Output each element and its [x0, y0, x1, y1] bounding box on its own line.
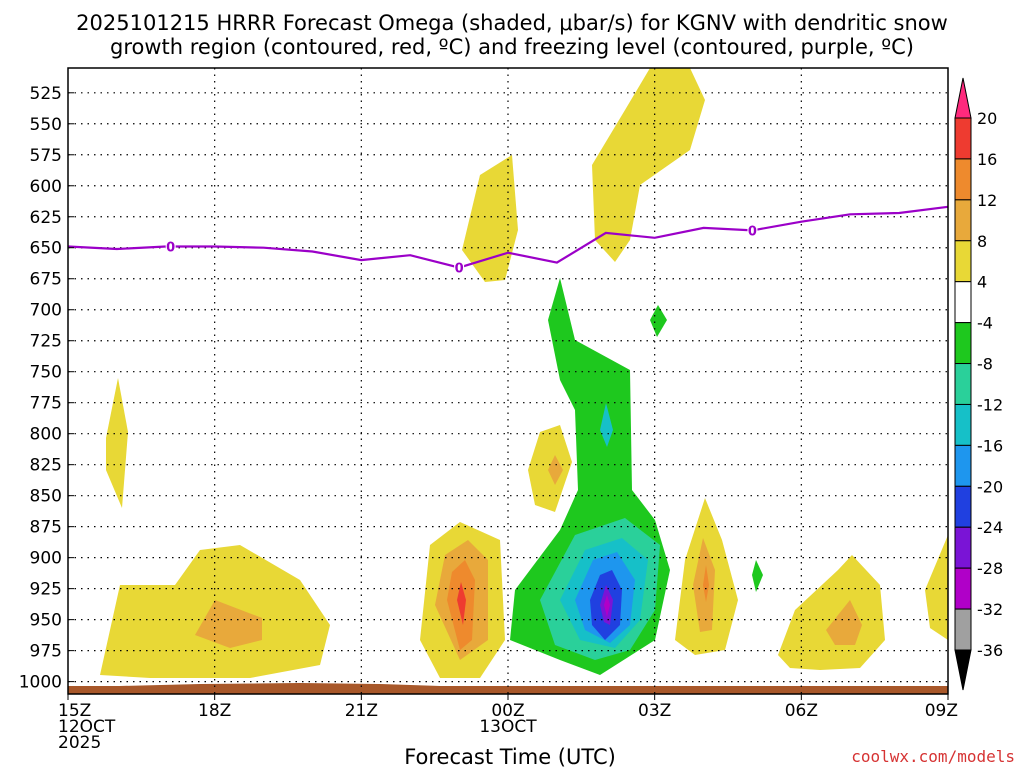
- y-tick-label: 700: [30, 301, 62, 321]
- omega-shading: [100, 68, 948, 678]
- colorbar-label: -32: [977, 600, 1003, 619]
- colorbar-swatch: [954, 363, 972, 405]
- x-tick-label: 09Z: [925, 701, 958, 721]
- y-tick-label: 950: [30, 611, 62, 631]
- vertical-gridlines: [214, 68, 802, 694]
- y-tick-label: 900: [30, 549, 62, 569]
- colorbar-label: 16: [977, 150, 997, 169]
- y-tick-label: 1000: [19, 673, 62, 693]
- y-tick-label: 825: [30, 456, 62, 476]
- freezing-label-bg: [165, 238, 176, 254]
- colorbar-swatch: [954, 322, 972, 365]
- omega-region-negative-upper-cyan: [600, 403, 613, 447]
- x-tick-label: 13OCT: [479, 717, 537, 737]
- y-tick-label: 800: [30, 425, 62, 445]
- y-tick-label: 725: [30, 332, 62, 352]
- omega-region-negative-magenta: [604, 595, 610, 617]
- omega-region-small-mid-core: [548, 455, 563, 485]
- colorbar-top-arrow: [954, 77, 972, 119]
- freezing-level-label: 0: [166, 241, 175, 256]
- omega-region-left-lobe: [106, 378, 128, 508]
- y-tick-label: 925: [30, 580, 62, 600]
- x-tick-label: 21Z: [345, 701, 378, 721]
- omega-region-right-lobe-peak: [703, 565, 709, 602]
- omega-region-edge-right: [925, 535, 948, 640]
- freezing-level-label: 0: [748, 224, 757, 239]
- y-tick-label: 600: [30, 177, 62, 197]
- terrain-band: [68, 686, 948, 694]
- colorbar-swatch: [954, 199, 972, 242]
- colorbar-label: 12: [977, 191, 997, 210]
- colorbar-label: 4: [977, 273, 987, 292]
- freezing-label-bg: [747, 222, 758, 238]
- y-tick-label: 675: [30, 270, 62, 290]
- omega-region-upper-right: [592, 68, 705, 262]
- colorbar-label: -24: [977, 518, 1003, 537]
- omega-region-far-right: [778, 555, 885, 670]
- chart-title-line1: 2025101215 HRRR Forecast Omega (shaded, …: [76, 11, 948, 35]
- freezing-level-line: [67, 205, 949, 269]
- y-tick-label: 850: [30, 487, 62, 507]
- colorbar-label: -12: [977, 395, 1003, 414]
- colorbar-label: -8: [977, 355, 993, 374]
- colorbar-swatch: [954, 485, 972, 528]
- y-tick-label: 975: [30, 642, 62, 662]
- colorbar-swatch: [954, 444, 972, 487]
- omega-region-left-core: [195, 600, 262, 648]
- colorbar-label: 8: [977, 232, 987, 251]
- colorbar-swatch: [954, 526, 972, 569]
- colorbar-swatch: [954, 281, 972, 324]
- colorbar-label: -16: [977, 436, 1003, 455]
- colorbar-swatch: [954, 567, 972, 610]
- x-tick-label: 2025: [58, 733, 101, 753]
- x-tick-label: 18Z: [198, 701, 231, 721]
- colorbar-swatch: [954, 158, 972, 201]
- colorbar-swatch: [954, 608, 972, 651]
- credit-text: coolwx.com/models: [851, 747, 1015, 766]
- x-tick-label: 15Z: [58, 701, 91, 721]
- colorbar-label: -20: [977, 477, 1003, 496]
- chart-title-line2: growth region (contoured, red, ºC) and f…: [110, 35, 914, 59]
- y-tick-label: 625: [30, 208, 62, 228]
- terrain-bump: [120, 683, 440, 686]
- y-axis: 525 550 575 600 625 650 675 700 725 750 775 800 825 8…: [19, 84, 74, 693]
- colorbar-label: -36: [977, 641, 1003, 660]
- freezing-level-layer: 0 0 0: [67, 205, 949, 277]
- colorbar-label: -28: [977, 559, 1003, 578]
- y-tick-label: 550: [30, 115, 62, 135]
- freezing-level-label: 0: [455, 262, 464, 277]
- y-tick-label: 750: [30, 363, 62, 383]
- x-tick-label: 06Z: [785, 701, 818, 721]
- omega-region-negative-small-upper: [650, 305, 667, 337]
- y-tick-label: 525: [30, 84, 62, 104]
- x-tick-label: 12OCT: [58, 717, 116, 737]
- colorbar-swatch: [954, 117, 972, 160]
- colorbar-label: 20: [977, 109, 997, 128]
- y-tick-label: 875: [30, 518, 62, 538]
- y-tick-label: 575: [30, 146, 62, 166]
- x-tick-label: 03Z: [638, 701, 671, 721]
- x-tick-label: 00Z: [491, 701, 524, 721]
- colorbar-swatch: [954, 403, 972, 446]
- omega-region-center-left-peak: [457, 582, 466, 625]
- y-tick-label: 650: [30, 239, 62, 259]
- x-axis-label: Forecast Time (UTC): [404, 745, 616, 768]
- omega-region-negative-small-right: [752, 560, 763, 592]
- omega-region-far-right-core: [826, 600, 862, 645]
- colorbar-label: -4: [977, 314, 993, 333]
- omega-region-upper-mid: [462, 155, 518, 282]
- colorbar-swatch: [954, 240, 972, 283]
- y-tick-label: 775: [30, 394, 62, 414]
- freezing-label-bg: [454, 259, 465, 275]
- colorbar: 20 16 12 8 4 -4 -8 -12 -16 -20 -24 -28 -32 -36: [954, 77, 1003, 691]
- colorbar-bottom-arrow: [954, 649, 972, 691]
